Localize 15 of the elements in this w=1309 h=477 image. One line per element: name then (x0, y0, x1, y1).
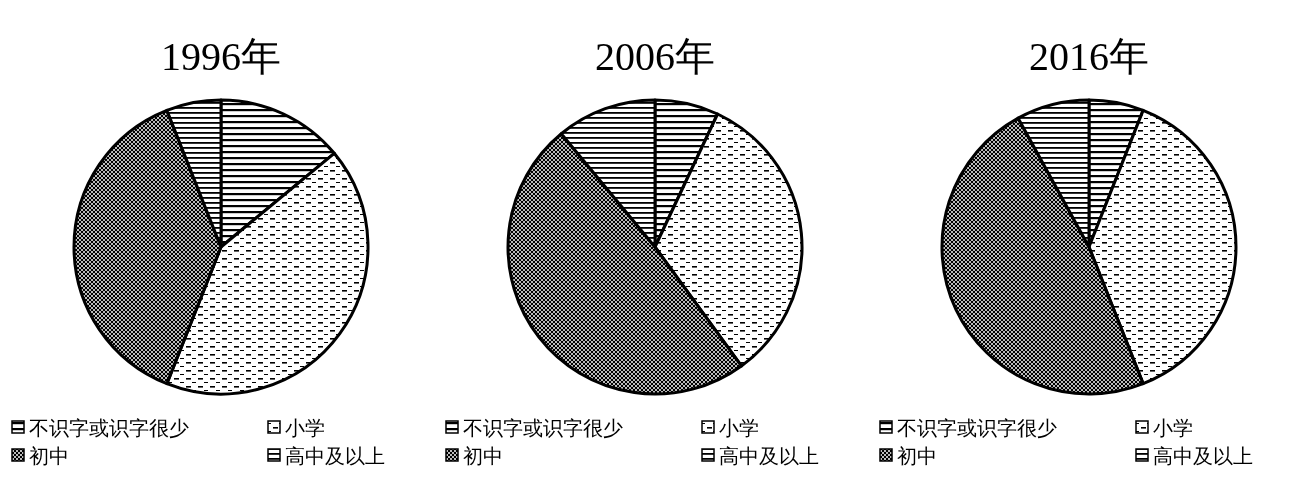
legend-label: 不识字或识字很少 (897, 416, 1057, 440)
legend-label: 小学 (1153, 416, 1193, 440)
legend-label: 高中及以上 (719, 444, 819, 468)
legend-label: 初中 (29, 444, 69, 468)
chart-title: 1996年 (161, 34, 281, 79)
legend-label: 不识字或识字很少 (463, 416, 623, 440)
legend-label: 不识字或识字很少 (29, 416, 189, 440)
chart-title: 2016年 (1029, 34, 1149, 79)
legend-label: 初中 (463, 444, 503, 468)
legend-label: 高中及以上 (285, 444, 385, 468)
legend-label: 小学 (719, 416, 759, 440)
legend-label: 小学 (285, 416, 325, 440)
legend-label: 初中 (897, 444, 937, 468)
legend-label: 高中及以上 (1153, 444, 1253, 468)
chart-title: 2006年 (595, 34, 715, 79)
